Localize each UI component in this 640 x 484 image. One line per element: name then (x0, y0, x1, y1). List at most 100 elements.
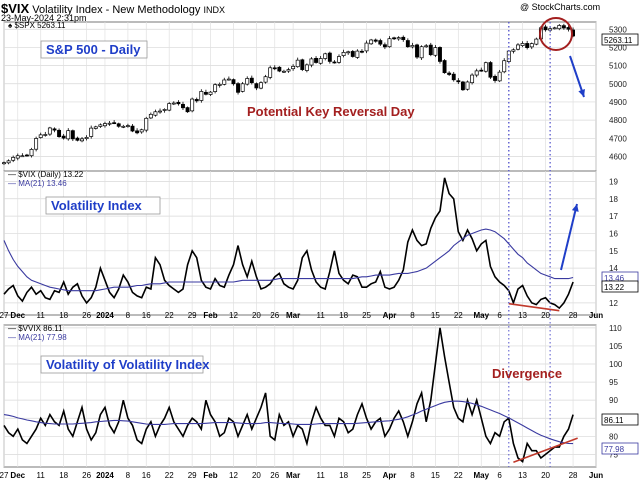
spx-candle (483, 62, 488, 72)
y-tick-label: 90 (609, 396, 618, 405)
y-tick-label: 4600 (609, 152, 627, 161)
x-tick-label: 20 (252, 471, 261, 480)
x-tick-label: 8 (410, 471, 415, 480)
spx-candle (57, 129, 62, 138)
spx-candle (231, 79, 236, 85)
spx-candle (355, 50, 360, 58)
vvix-trendline (513, 437, 578, 464)
spx-candle (98, 124, 103, 127)
x-tick-label: 22 (165, 471, 174, 480)
spx-candle (346, 51, 351, 54)
spx-candle (176, 101, 181, 105)
y-tick-label: 19 (609, 177, 618, 186)
spx-candle (103, 123, 107, 127)
spx-candle (460, 81, 465, 91)
spx-candle (52, 128, 57, 131)
x-tick-label: 27 (0, 471, 9, 480)
x-tick-label: Feb (203, 471, 217, 480)
spx-candle (529, 43, 534, 48)
spx-candle (93, 126, 98, 129)
spx-candle (502, 60, 507, 73)
series-line-primary (3, 327, 574, 463)
spx-candle (364, 42, 369, 52)
spx-candle (387, 38, 392, 48)
x-tick-label: Mar (286, 311, 300, 320)
x-tick-label: 13 (518, 471, 527, 480)
y-tick-label: 17 (609, 212, 618, 221)
chart-date: 23-May-2024 2:31pm (1, 13, 87, 23)
x-tick-label: 29 (188, 311, 197, 320)
spx-candle (378, 40, 383, 45)
y-tick-label: 4900 (609, 98, 627, 107)
key-reversal-annotation: Potential Key Reversal Day (247, 104, 415, 119)
spx-candle (465, 81, 470, 90)
spx-candle (268, 67, 273, 78)
y-tick-label: 12 (609, 299, 618, 308)
spx-candle (181, 103, 185, 109)
spx-candle (304, 64, 309, 71)
y-tick-label: 5000 (609, 80, 627, 89)
x-tick-label: 25 (362, 311, 371, 320)
spx-panel-title-box (40, 40, 148, 59)
spx-candle (520, 43, 525, 46)
spx-candle (396, 37, 401, 40)
spx-panel-title: S&P 500 - Daily (46, 42, 141, 57)
spx-candle (543, 26, 548, 31)
spx-candle (332, 61, 337, 64)
spx-candle (70, 130, 75, 140)
spx-candle (66, 130, 71, 140)
spx-candle (190, 98, 195, 112)
vvix-ma-last-value-box (601, 442, 639, 455)
x-tick-label: Dec (10, 471, 25, 480)
spx-candle (162, 109, 167, 111)
vix-trendline (508, 302, 560, 312)
spx-candle (415, 44, 419, 58)
spx-candle (516, 44, 520, 50)
x-tick-label: 15 (431, 471, 440, 480)
x-tick-label: 18 (339, 471, 348, 480)
spx-candle (240, 83, 245, 92)
spx-candle (217, 83, 222, 86)
spx-candle (167, 103, 172, 111)
spx-candle (236, 83, 240, 93)
x-tick-label: 2024 (96, 311, 114, 320)
y-tick-label: 75 (609, 450, 618, 459)
spx-candle (112, 122, 117, 125)
spx-candle (89, 127, 94, 137)
vix-last-value: 13.22 (604, 283, 625, 292)
spx-candle (158, 110, 162, 113)
spx-candle (442, 60, 447, 74)
y-tick-label: 14 (609, 264, 618, 273)
spx-candle (309, 58, 314, 66)
spx-candle (61, 135, 66, 139)
vix-legend-primary: — $VIX (Daily) 13.22 (8, 170, 84, 179)
spx-legend: ♠ $SPX 5263.11 (8, 21, 66, 30)
spx-candle (497, 71, 502, 82)
spx-candle (249, 77, 254, 84)
x-tick-label: 6 (497, 471, 502, 480)
spx-candle (566, 27, 571, 30)
y-tick-label: 5200 (609, 43, 627, 52)
y-tick-label: 95 (609, 378, 618, 387)
spx-candle (29, 149, 34, 157)
chart-title: $VIX Volatility Index - New Methodology … (1, 1, 225, 16)
x-tick-label: Jun (589, 311, 603, 320)
spx-candle (75, 137, 80, 141)
vvix-panel-title: Volatility of Volatility Index (46, 357, 210, 372)
vvix-panel-title-box (40, 355, 204, 374)
spx-candle (447, 72, 452, 75)
spx-candle (11, 157, 16, 161)
panel-1: 4600 4700 4800 4900 5000 5100 5200 5300 S&P 500 … (2, 17, 639, 172)
spx-candle (139, 129, 144, 133)
vvix-legend-primary: — $VVIX 86.11 (8, 324, 63, 333)
x-tick-label: Jun (589, 471, 603, 480)
down-arrow-head (578, 89, 585, 97)
spx-candle (222, 79, 227, 85)
panel-frame (3, 170, 597, 316)
spx-candle (43, 134, 48, 136)
x-tick-label: 2024 (96, 471, 114, 480)
vvix-last-value-box (601, 413, 639, 426)
spx-candle (474, 70, 479, 76)
x-tick-label: Apr (383, 311, 397, 320)
